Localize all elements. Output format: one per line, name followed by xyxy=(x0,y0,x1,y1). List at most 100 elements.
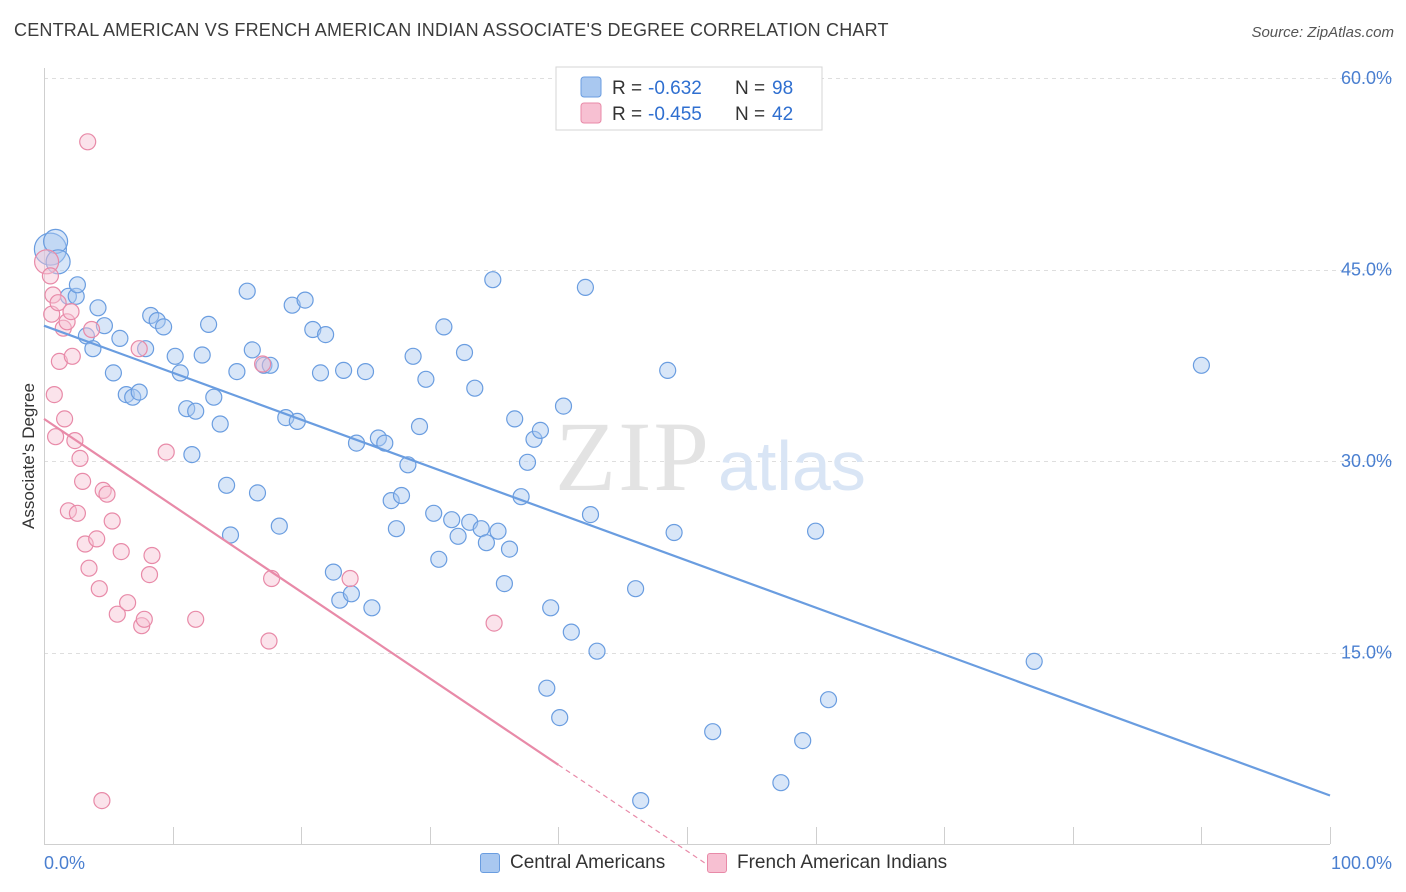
legend-swatch-central-americans xyxy=(480,853,500,873)
series-0-point-28 xyxy=(218,476,236,494)
series-1-point-28 xyxy=(108,605,126,623)
series-0-point-43 xyxy=(317,326,335,344)
series-1-point-41 xyxy=(341,569,359,588)
series-0-point-15 xyxy=(137,340,155,358)
stats-legend-n-label-french: N = xyxy=(735,104,765,125)
series-0-point-0 xyxy=(33,232,68,266)
series-0-point-92 xyxy=(772,774,790,792)
series-1-point-13 xyxy=(63,347,81,365)
series-0-point-86 xyxy=(588,642,606,660)
legend-item-central-americans[interactable]: Central Americans xyxy=(480,852,665,874)
series-1-point-27 xyxy=(103,512,121,530)
stats-legend-r-label-french: R = xyxy=(612,104,642,125)
stats-legend-r-value-french: -0.455 xyxy=(648,104,702,125)
series-1-points xyxy=(33,133,503,810)
series-0-point-81 xyxy=(551,708,569,727)
series-0-point-40 xyxy=(296,291,314,309)
series-0-point-59 xyxy=(417,370,435,388)
series-0-point-89 xyxy=(659,361,677,379)
y-tick-label-0: 15.0% xyxy=(1341,643,1392,663)
series-0-point-10 xyxy=(104,364,123,382)
stats-legend-swatch-central xyxy=(580,76,602,98)
series-1-trendline xyxy=(43,417,560,766)
series-1-point-12 xyxy=(62,303,80,321)
series-0-point-8 xyxy=(89,299,107,317)
series-0-point-5 xyxy=(68,276,87,294)
legend-label-central-americans: Central Americans xyxy=(510,852,666,873)
series-0-point-93 xyxy=(794,731,812,750)
series-0-point-25 xyxy=(200,315,218,333)
series-1-point-6 xyxy=(49,294,67,312)
series-0-point-55 xyxy=(392,486,411,505)
series-0-point-53 xyxy=(382,492,400,510)
series-0-point-47 xyxy=(342,585,360,603)
series-0-point-49 xyxy=(356,363,375,381)
series-0-point-64 xyxy=(449,527,467,545)
series-0-point-50 xyxy=(363,599,381,617)
series-1-point-7 xyxy=(50,352,69,370)
y-tick-label-3: 60.0% xyxy=(1341,68,1392,88)
series-1-point-15 xyxy=(68,504,87,522)
series-1-point-17 xyxy=(73,472,92,490)
series-0-point-17 xyxy=(148,312,166,330)
series-0-point-78 xyxy=(531,421,550,439)
stats-legend-swatch-french xyxy=(580,102,602,124)
series-1-point-38 xyxy=(254,355,272,373)
series-0-point-97 xyxy=(1192,356,1211,374)
legend-item-french-american-indians[interactable]: French American Indians xyxy=(707,852,947,874)
series-0-point-94 xyxy=(806,522,825,540)
series-1-point-24 xyxy=(93,791,111,810)
y-tick-labels: 15.0% 30.0% 45.0% 60.0% xyxy=(1341,68,1392,663)
series-1-point-33 xyxy=(135,610,153,628)
x-tick-label-1: 100.0% xyxy=(1331,853,1392,873)
series-1-point-16 xyxy=(71,449,89,467)
series-0-point-26 xyxy=(205,388,223,406)
legend-swatch-french-american-indians xyxy=(707,853,727,873)
series-0-point-96 xyxy=(1025,652,1043,671)
series-0-point-30 xyxy=(228,363,246,381)
stats-legend-n-label-central: N = xyxy=(735,78,765,99)
series-0-point-85 xyxy=(581,505,600,524)
series-0-point-74 xyxy=(506,410,524,428)
x-tick-label-0: 0.0% xyxy=(44,853,85,873)
legend-label-french-american-indians: French American Indians xyxy=(737,852,948,873)
series-0-point-83 xyxy=(562,623,580,641)
gridlines xyxy=(44,78,1392,654)
series-0-point-38 xyxy=(283,296,301,314)
series-1-point-20 xyxy=(80,559,98,577)
series-0-point-58 xyxy=(410,417,429,436)
stats-legend: R = -0.632 N = 98 R = -0.455 N = 42 xyxy=(555,66,823,131)
series-1-point-4 xyxy=(45,386,63,404)
series-0-point-95 xyxy=(819,691,838,709)
series-0-point-54 xyxy=(387,520,405,538)
watermark: ZIP atlas xyxy=(555,401,866,512)
series-1-point-37 xyxy=(187,610,205,628)
series-1-point-22 xyxy=(88,530,106,548)
series-0-point-72 xyxy=(495,574,513,593)
y-axis-title: Associate's Degree xyxy=(19,383,38,529)
series-0-point-91 xyxy=(704,723,722,741)
series-0-point-22 xyxy=(183,446,201,464)
source-credit: Source: ZipAtlas.com xyxy=(1251,24,1394,41)
series-0-point-76 xyxy=(518,453,537,471)
series-0-point-67 xyxy=(466,379,484,397)
watermark-zip: ZIP xyxy=(555,401,711,512)
series-1-point-1 xyxy=(41,267,60,285)
series-1-point-39 xyxy=(260,632,278,650)
series-0-point-23 xyxy=(187,402,205,420)
series-0-point-79 xyxy=(538,679,556,697)
series-0-point-19 xyxy=(166,347,184,365)
x-tick-marks xyxy=(44,827,1331,844)
series-0-point-57 xyxy=(404,347,422,365)
series-0-point-71 xyxy=(489,522,507,540)
series-0-point-82 xyxy=(554,397,573,415)
stats-legend-r-value-central: -0.632 xyxy=(648,78,702,99)
series-1-point-42 xyxy=(485,614,503,632)
series-0-point-42 xyxy=(311,364,330,382)
bottom-legend: Central Americans French American Indian… xyxy=(0,852,1406,880)
series-0-trendline xyxy=(43,324,1331,797)
series-0-point-61 xyxy=(430,550,448,568)
series-1-point-35 xyxy=(143,546,161,565)
series-0-point-41 xyxy=(304,320,322,339)
